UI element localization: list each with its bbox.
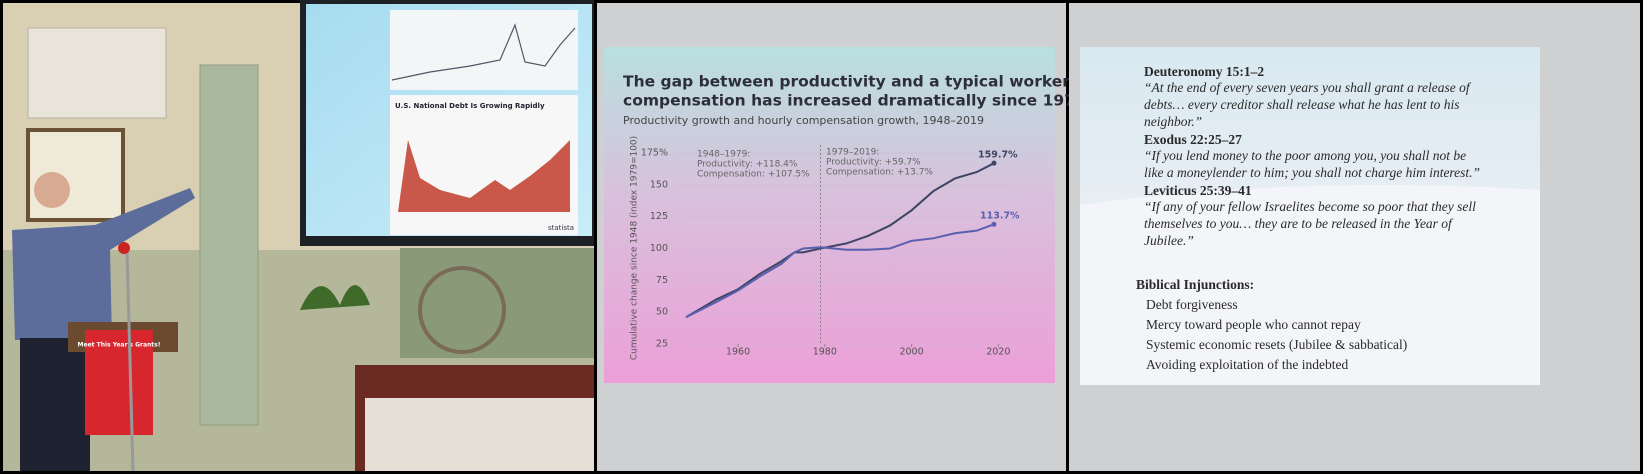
- screen-area: [398, 140, 570, 212]
- reference: Leviticus 25:39–41: [1144, 183, 1252, 198]
- quote-line: neighbor.”: [1144, 114, 1202, 129]
- ring: [418, 266, 506, 354]
- chart-slide: [604, 47, 1055, 383]
- reference: Exodus 22:25–27: [1144, 132, 1242, 147]
- chart-title: compensation has increased dramatically …: [623, 92, 1086, 110]
- mic: [118, 242, 130, 254]
- y-axis-label: Cumulative change since 1948 (index 1979…: [630, 136, 640, 360]
- annotation: Productivity: +118.4%: [697, 160, 798, 170]
- chart-title: The gap between productivity and a typic…: [623, 73, 1084, 91]
- list-item: Mercy toward people who cannot repay: [1146, 317, 1361, 332]
- end-label: 159.7%: [978, 150, 1018, 161]
- poster-title: Meet This Year's Grants!: [78, 342, 161, 349]
- mic-stand: [125, 249, 135, 472]
- head: [34, 172, 70, 208]
- annotation: Compensation: +107.5%: [697, 170, 810, 180]
- x-tick-label: 2000: [899, 347, 923, 358]
- y-tick-label: 50: [656, 307, 668, 318]
- end-point: [991, 221, 997, 227]
- plot: 25 50 75 100 125 150 175% 1960 1980 2000 2020: [641, 145, 1010, 358]
- y-tick-label: 75: [656, 275, 668, 286]
- poster: [85, 330, 153, 435]
- quote-line: “If any of your fellow Israelites become…: [1144, 199, 1476, 214]
- door: [199, 64, 259, 426]
- shirt: [12, 188, 195, 340]
- quote-line: “If you lend money to the poor among you…: [1144, 148, 1466, 163]
- slide-wave: [1080, 185, 1540, 385]
- y-tick-label: 125: [650, 211, 668, 222]
- vent: [27, 27, 167, 119]
- quote-line: Jubilee.”: [1144, 233, 1194, 248]
- trousers: [20, 338, 90, 471]
- series-line: [685, 162, 995, 319]
- annotation: Compensation: +13.7%: [826, 168, 933, 178]
- reference: Deuteronomy 15:1–2: [1144, 64, 1264, 79]
- list-item: Avoiding exploitation of the indebted: [1146, 357, 1348, 372]
- heading: Biblical Injunctions:: [1136, 277, 1254, 292]
- quote-line: “At the end of every seven years you sha…: [1144, 80, 1472, 95]
- y-tick-label: 100: [650, 243, 668, 254]
- end-point: [991, 160, 997, 166]
- altar-cloth: [365, 398, 594, 471]
- x-tick-label: 1980: [813, 347, 837, 358]
- quote-line: themselves to you… they are to be releas…: [1144, 216, 1454, 231]
- quote-line: like a moneylender to him; you shall not…: [1144, 165, 1480, 180]
- chart-subtitle: Productivity growth and hourly compensat…: [623, 114, 984, 127]
- photo-panel: U.S. National Debt Is Growing Rapidly st…: [3, 0, 594, 472]
- window: [400, 248, 594, 358]
- annotation: 1979–2019:: [826, 148, 879, 158]
- y-tick-label: 150: [650, 179, 668, 190]
- list-item: Systemic economic resets (Jubilee & sabb…: [1146, 337, 1407, 352]
- slide-text: Deuteronomy 15:1–2“At the end of every s…: [1136, 64, 1480, 372]
- y-tick-label: 25: [656, 339, 668, 350]
- annotation: 1948–1979:: [697, 150, 750, 160]
- end-label: 113.7%: [980, 211, 1020, 222]
- y-tick-label: 175%: [641, 148, 668, 159]
- screen-line: [391, 23, 576, 81]
- screen-title: U.S. National Debt Is Growing Rapidly: [395, 102, 545, 110]
- screen-source: statista: [548, 224, 574, 232]
- annotation: Productivity: +59.7%: [826, 158, 921, 168]
- screen-chart-top: [390, 10, 578, 90]
- x-tick-label: 1960: [726, 347, 750, 358]
- series-line: [685, 223, 995, 319]
- x-tick-label: 2020: [986, 347, 1010, 358]
- list-item: Debt forgiveness: [1146, 297, 1238, 312]
- quote-line: debts… every creditor shall release what…: [1144, 97, 1459, 112]
- plant: [300, 285, 370, 310]
